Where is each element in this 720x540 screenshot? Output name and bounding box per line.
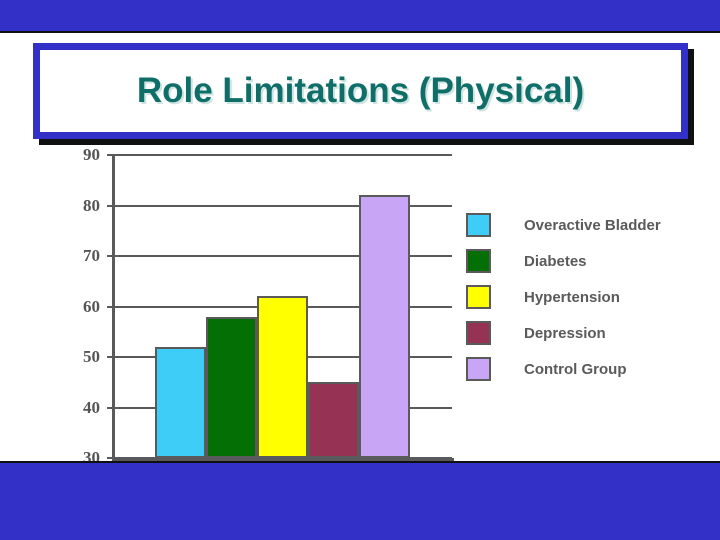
page-title: Role Limitations (Physical) <box>136 71 585 110</box>
bar-diabetes <box>206 316 257 458</box>
y-tick-label-90: 90 <box>83 145 100 164</box>
chart-legend: Overactive Bladder Diabetes Hypertension De… <box>466 207 716 387</box>
legend-item-hypertension: Hypertension <box>466 279 716 315</box>
y-axis-tick-labels: 30 40 50 60 70 80 90 <box>0 146 112 466</box>
legend-swatch-icon <box>466 321 491 345</box>
y-tick-60 <box>107 305 116 308</box>
gridline-30 <box>112 457 452 459</box>
legend-label: Hypertension <box>524 288 620 306</box>
y-tick-label-50: 50 <box>83 347 100 366</box>
y-tick-label-60: 60 <box>83 296 100 316</box>
gridline-70 <box>112 255 452 257</box>
bar-chart-plot-area <box>107 154 454 461</box>
y-tick-label-80: 80 <box>83 195 100 215</box>
y-tick-50 <box>107 356 116 358</box>
y-tick-label-70: 70 <box>83 246 100 265</box>
bar-hypertension <box>257 296 308 458</box>
legend-label: Diabetes <box>524 252 587 270</box>
legend-item-control-group: Control Group <box>466 351 716 387</box>
top-decorative-band <box>0 0 720 33</box>
bar-control-group <box>359 195 410 458</box>
y-tick-label-40: 40 <box>83 397 100 417</box>
y-tick-70 <box>107 255 116 257</box>
legend-item-diabetes: Diabetes <box>466 243 716 279</box>
y-tick-30 <box>107 457 116 459</box>
title-box: Role Limitations (Physical) <box>33 43 688 139</box>
bottom-decorative-band <box>0 461 720 540</box>
gridline-90 <box>112 154 452 156</box>
legend-swatch-icon <box>466 357 491 381</box>
gridline-80 <box>112 204 452 207</box>
legend-label: Control Group <box>524 360 627 378</box>
legend-label: Depression <box>524 324 606 342</box>
y-tick-80 <box>107 204 116 207</box>
legend-swatch-icon <box>466 249 491 273</box>
bar-depression <box>308 382 359 458</box>
x-axis-line <box>112 458 454 461</box>
y-axis-line <box>112 155 115 461</box>
legend-item-depression: Depression <box>466 315 716 351</box>
legend-swatch-icon <box>466 213 491 237</box>
bar-overactive-bladder <box>155 346 206 458</box>
legend-label: Overactive Bladder <box>524 216 661 234</box>
y-tick-40 <box>107 406 116 409</box>
legend-item-overactive-bladder: Overactive Bladder <box>466 207 716 243</box>
y-tick-90 <box>107 154 116 156</box>
legend-swatch-icon <box>466 285 491 309</box>
